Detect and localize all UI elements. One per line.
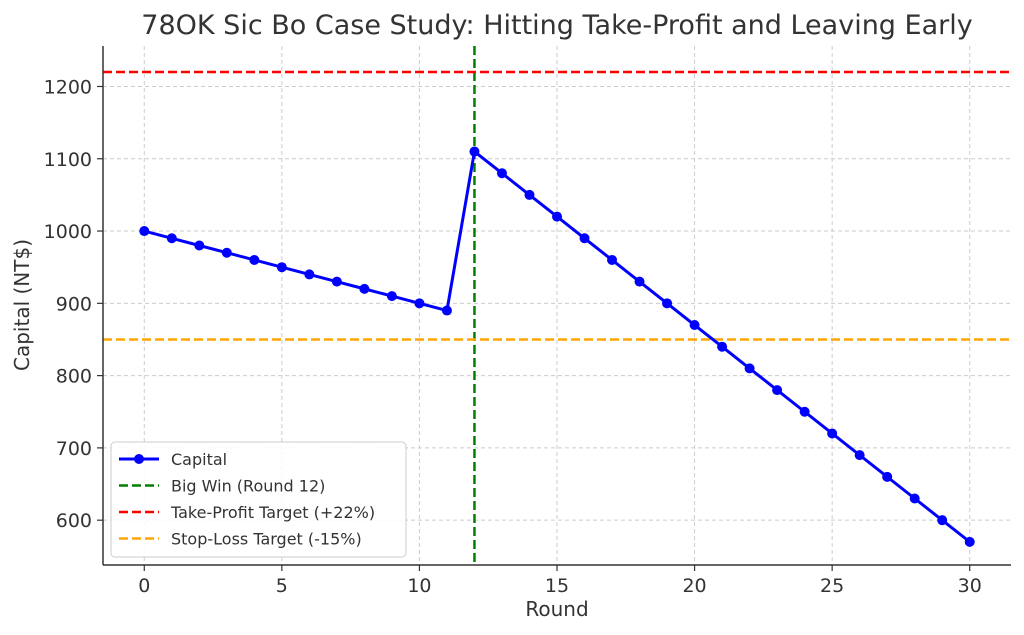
data-point — [524, 189, 535, 200]
data-point — [634, 276, 645, 287]
data-point — [882, 471, 893, 482]
legend: Capital Big Win (Round 12) Take-Profit Tar… — [110, 441, 407, 558]
legend-label: Big Win (Round 12) — [171, 477, 325, 496]
data-point — [579, 233, 590, 244]
data-point — [221, 247, 232, 258]
data-point — [469, 146, 480, 157]
x-tick-label: 0 — [138, 575, 150, 597]
data-point — [827, 428, 838, 439]
legend-marker — [134, 454, 144, 464]
y-tick-label: 700 — [56, 438, 92, 460]
x-tick-label: 10 — [407, 575, 431, 597]
data-point — [799, 406, 810, 417]
legend-label: Take-Profit Target (+22%) — [170, 503, 375, 522]
data-point — [139, 226, 150, 237]
chart-title: 78OK Sic Bo Case Study: Hitting Take-Pro… — [141, 10, 972, 41]
data-point — [689, 320, 700, 331]
y-axis-label: Capital (NT$) — [10, 239, 34, 371]
data-point — [359, 283, 370, 294]
x-tick-label: 25 — [820, 575, 844, 597]
data-point — [249, 254, 260, 265]
x-tick-label: 5 — [276, 575, 288, 597]
data-point — [772, 385, 783, 396]
x-tick-label: 30 — [958, 575, 982, 597]
series-layer — [139, 146, 975, 547]
y-tick-label: 1000 — [44, 221, 92, 243]
data-point — [194, 240, 205, 251]
y-tick-label: 1200 — [44, 76, 92, 98]
data-point — [937, 515, 948, 526]
data-point — [386, 291, 397, 302]
data-point — [607, 254, 618, 265]
data-point — [964, 536, 975, 547]
y-tick-label: 1100 — [44, 149, 92, 171]
data-point — [496, 168, 507, 179]
data-point — [414, 298, 425, 309]
x-tick-label: 15 — [545, 575, 569, 597]
data-point — [331, 276, 342, 287]
x-axis-label: Round — [525, 597, 588, 621]
y-tick-label: 800 — [56, 366, 92, 388]
data-point — [854, 450, 865, 461]
data-point — [441, 305, 452, 316]
reference-lines — [103, 46, 1011, 565]
data-point — [909, 493, 920, 504]
data-point — [166, 233, 177, 244]
y-tick-label: 600 — [56, 510, 92, 532]
data-point — [304, 269, 315, 280]
data-point — [744, 363, 755, 374]
axes: 0 5 10 15 20 25 30 600 700 800 900 1000 1100 1200 — [44, 46, 1011, 597]
data-point — [662, 298, 673, 309]
legend-label: Stop-Loss Target (-15%) — [171, 530, 362, 549]
y-tick-label: 900 — [56, 293, 92, 315]
data-point — [717, 341, 728, 352]
legend-label: Capital — [171, 450, 227, 469]
legend-box — [110, 441, 407, 558]
data-point — [552, 211, 562, 222]
x-tick-label: 20 — [682, 575, 706, 597]
data-point — [276, 262, 287, 273]
grid — [103, 46, 1011, 565]
